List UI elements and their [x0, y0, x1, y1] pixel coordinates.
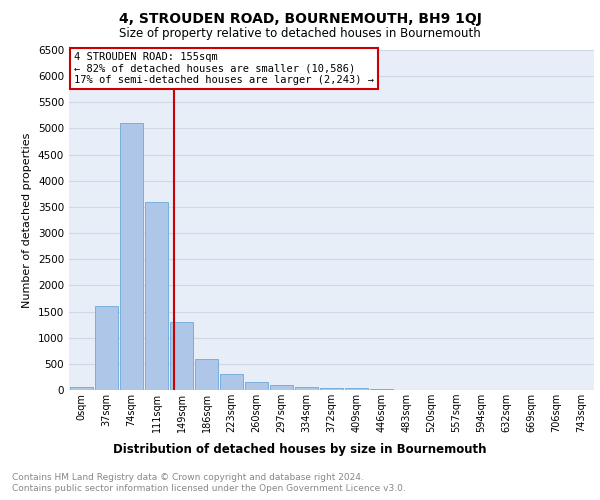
- Bar: [170, 322, 193, 390]
- Bar: [270, 385, 293, 390]
- Bar: [295, 387, 318, 390]
- Bar: [245, 382, 268, 390]
- Bar: [320, 388, 343, 390]
- Text: Distribution of detached houses by size in Bournemouth: Distribution of detached houses by size …: [113, 442, 487, 456]
- Text: Contains public sector information licensed under the Open Government Licence v3: Contains public sector information licen…: [12, 484, 406, 493]
- Bar: [345, 388, 368, 390]
- Bar: [195, 358, 218, 390]
- Text: Contains HM Land Registry data © Crown copyright and database right 2024.: Contains HM Land Registry data © Crown c…: [12, 472, 364, 482]
- Bar: [95, 306, 118, 390]
- Bar: [370, 389, 393, 390]
- Bar: [120, 123, 143, 390]
- Bar: [145, 202, 168, 390]
- Text: 4 STROUDEN ROAD: 155sqm
← 82% of detached houses are smaller (10,586)
17% of sem: 4 STROUDEN ROAD: 155sqm ← 82% of detache…: [74, 52, 374, 85]
- Text: Size of property relative to detached houses in Bournemouth: Size of property relative to detached ho…: [119, 28, 481, 40]
- Y-axis label: Number of detached properties: Number of detached properties: [22, 132, 32, 308]
- Text: 4, STROUDEN ROAD, BOURNEMOUTH, BH9 1QJ: 4, STROUDEN ROAD, BOURNEMOUTH, BH9 1QJ: [119, 12, 481, 26]
- Bar: [70, 388, 93, 390]
- Bar: [220, 374, 243, 390]
